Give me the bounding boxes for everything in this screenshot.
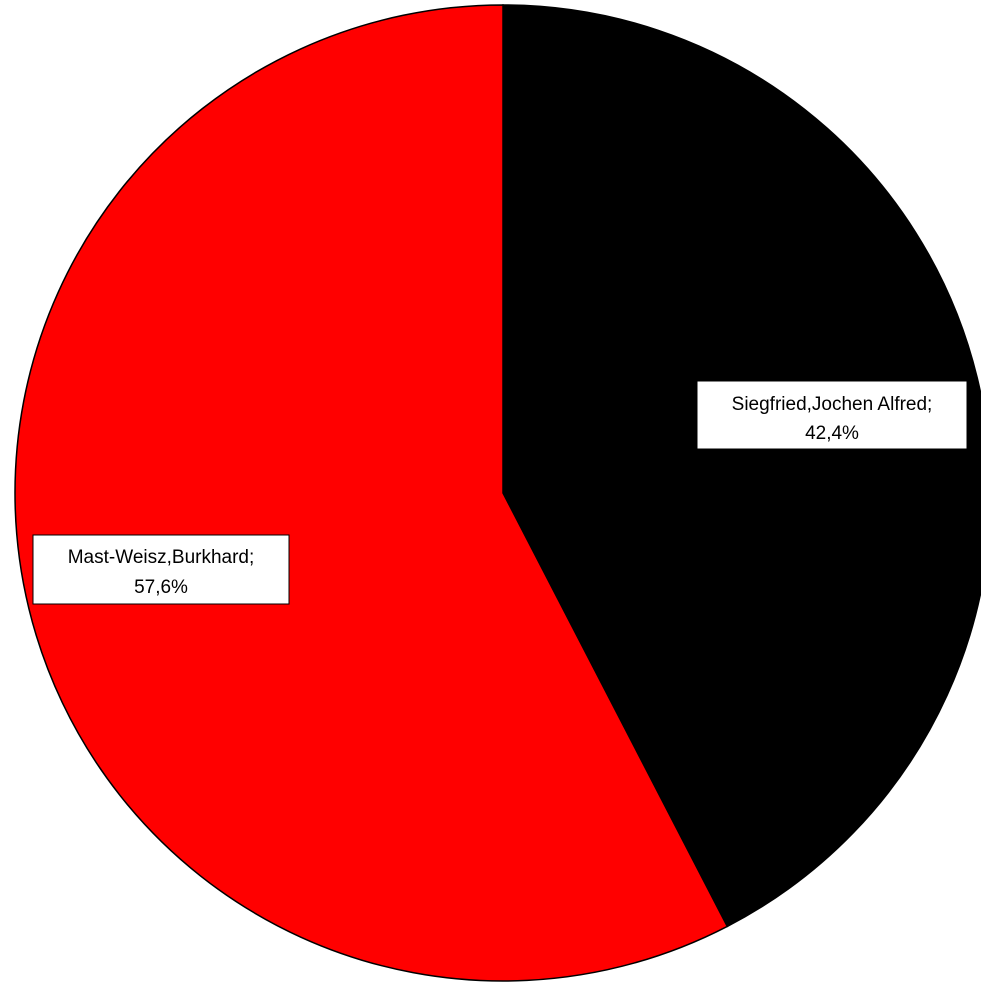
pie-slice-0	[502, 4, 981, 928]
data-label-value: 42,4%	[805, 423, 859, 444]
pie-slice-1	[14, 4, 729, 982]
data-label-siegfried: Siegfried,Jochen Alfred; 42,4%	[696, 380, 968, 450]
data-label-name: Mast-Weisz,Burkhard;	[68, 547, 255, 568]
data-label-box	[32, 534, 290, 605]
data-label-value: 57,6%	[134, 577, 188, 598]
pie-slices	[14, 4, 981, 982]
data-label-name: Siegfried,Jochen Alfred;	[732, 394, 933, 415]
data-label-mast-weisz: Mast-Weisz,Burkhard; 57,6%	[32, 534, 290, 605]
data-label-box	[696, 380, 968, 450]
